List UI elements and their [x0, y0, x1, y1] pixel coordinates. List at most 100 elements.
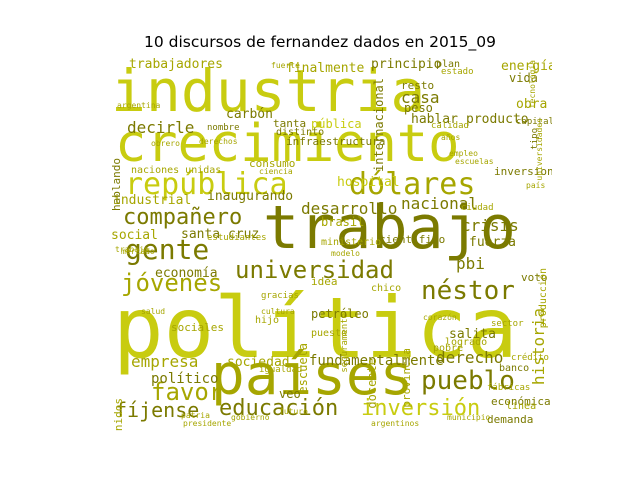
cloud-word: hijo — [255, 315, 280, 326]
cloud-word: voto — [521, 271, 548, 284]
cloud-word: chico — [371, 283, 402, 294]
cloud-word: trabajadores — [129, 58, 223, 72]
cloud-word: sociales — [171, 321, 224, 334]
cloud-word: santa cruz — [181, 227, 260, 242]
cloud-word: república — [125, 167, 288, 202]
cloud-word: inaugurando — [207, 189, 294, 204]
cloud-word: derechos — [199, 137, 238, 146]
cloud-word: empleo — [449, 149, 478, 158]
cloud-word: internacional — [372, 78, 386, 172]
cloud-word: veo — [279, 387, 301, 401]
cloud-word: científico — [379, 233, 446, 246]
cloud-word: universidades — [535, 118, 544, 181]
cloud-word: derecho — [436, 348, 504, 367]
cloud-word: hospital — [337, 175, 400, 190]
cloud-word: consumo — [249, 157, 296, 170]
cloud-word: municipio — [447, 413, 491, 422]
cloud-word: gobierno — [231, 413, 270, 422]
cloud-word: universidad — [235, 256, 394, 284]
cloud-word: fíjense — [115, 398, 200, 422]
cloud-word: crisis — [461, 216, 519, 235]
cloud-word: patria — [181, 411, 210, 420]
cloud-word: educación — [219, 396, 339, 421]
cloud-word: ciencia — [259, 167, 293, 176]
word-cloud: industria crecimiento trabajo política paíse… — [111, 58, 552, 431]
cloud-word: compañero — [123, 205, 243, 230]
cloud-word: casa — [401, 88, 440, 107]
cloud-word: política — [113, 279, 518, 377]
cloud-word: futuro — [279, 407, 308, 416]
cloud-word: provincia — [400, 348, 413, 408]
cloud-word: sociedad — [227, 355, 290, 370]
cloud-word: capital — [516, 117, 552, 127]
cloud-word: estados unidos — [112, 398, 125, 431]
cloud-word: países — [211, 343, 414, 408]
cloud-word: fuerza — [469, 235, 516, 250]
cloud-word: crédito — [511, 353, 549, 363]
cloud-word: fábricas — [487, 383, 531, 393]
cloud-word: sector — [491, 319, 524, 329]
cloud-word: corazón — [423, 313, 457, 322]
cloud-word: empresa — [131, 352, 199, 371]
cloud-word: ciudad — [461, 203, 494, 213]
cloud-word: económica — [491, 395, 551, 408]
cloud-word: pbi — [456, 254, 485, 273]
cloud-word: desarrollo — [301, 199, 398, 218]
cloud-word: naciones unidas — [131, 165, 222, 176]
cloud-word: decirle — [127, 118, 195, 137]
cloud-word: brasil — [321, 215, 365, 229]
cloud-word: mercado — [121, 247, 155, 256]
cloud-word: fuerte — [271, 61, 300, 70]
cloud-word: vida — [509, 71, 538, 85]
cloud-word: economía — [155, 266, 218, 281]
cloud-word: demanda — [487, 413, 534, 426]
cloud-word: años — [441, 133, 461, 142]
cloud-word: tanta — [273, 117, 307, 130]
cloud-word: presidente — [183, 419, 232, 428]
cloud-word: línea — [506, 401, 537, 412]
cloud-word: principio — [371, 58, 442, 72]
cloud-word: tecnología — [528, 60, 537, 109]
cloud-word: energía — [501, 59, 552, 74]
cloud-word: estudiantes — [207, 233, 267, 243]
cloud-word: trabajo — [115, 245, 149, 254]
cloud-word: seguramente — [340, 313, 350, 373]
cloud-word: gracias — [261, 291, 299, 301]
cloud-word: escuelas — [455, 157, 494, 166]
cloud-word: igualdad — [259, 365, 303, 375]
cloud-word: cultura — [261, 307, 295, 316]
cloud-word: industrial — [113, 193, 192, 208]
cloud-word: petróleo — [311, 307, 369, 321]
cloud-word: distinto — [276, 127, 325, 138]
cloud-word: hablar — [411, 112, 458, 127]
cloud-word: dólares — [349, 167, 476, 202]
cloud-word: crecimiento — [115, 114, 460, 174]
cloud-word: resto — [401, 79, 435, 92]
cloud-word: fundamentalmente — [309, 353, 444, 369]
cloud-word: pueblo — [421, 366, 515, 396]
cloud-word: gente — [125, 233, 210, 266]
cloud-word: político — [151, 371, 219, 387]
cloud-word: inversión — [361, 396, 481, 421]
cloud-word: docente — [365, 358, 379, 409]
cloud-word: trabajo — [263, 193, 516, 263]
cloud-word: industria — [111, 58, 426, 125]
cloud-word: pública — [311, 117, 362, 131]
cloud-word: argentina — [117, 101, 161, 110]
cloud-word: néstor — [421, 276, 515, 306]
figure-title: 10 discursos de fernandez dados en 2015_… — [144, 33, 496, 51]
cloud-word: producto — [466, 112, 529, 127]
cloud-word: hablando — [111, 158, 123, 211]
cloud-word: plan — [436, 59, 461, 70]
cloud-word: puesto — [311, 328, 348, 339]
cloud-word: peso — [404, 101, 433, 115]
cloud-word: país — [526, 181, 546, 190]
cloud-word: salud — [141, 307, 166, 316]
cloud-word: obrero — [151, 139, 180, 148]
cloud-word: favor — [151, 378, 224, 406]
cloud-word: obra — [516, 97, 548, 112]
cloud-word: calidad — [431, 121, 469, 131]
cloud-word: nacional — [401, 194, 479, 213]
cloud-word: pobre — [433, 343, 464, 354]
cloud-word: argentinos — [371, 419, 420, 428]
